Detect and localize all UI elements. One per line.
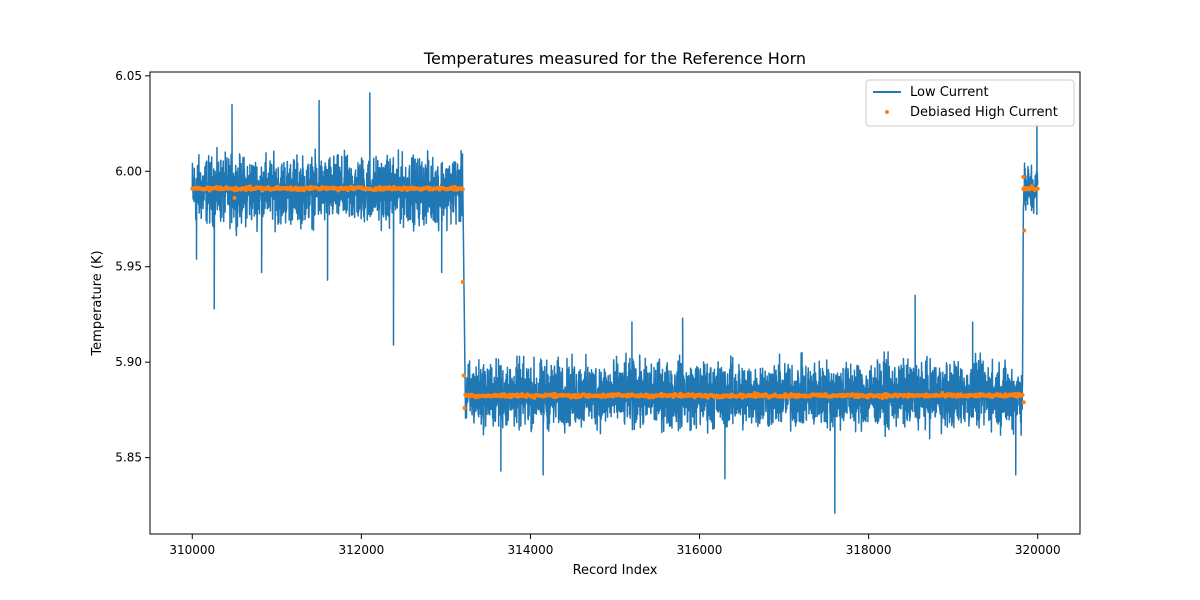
series-line-low-current — [191, 92, 1039, 514]
plot-area — [190, 92, 1040, 514]
scatter-point — [460, 187, 465, 192]
x-tick-label: 310000 — [169, 543, 215, 557]
scatter-point — [1021, 400, 1026, 405]
scatter-point — [232, 196, 237, 200]
legend-swatch-debiased-high-current — [885, 110, 889, 114]
legend-label-debiased-high-current: Debiased High Current — [910, 105, 1058, 120]
x-tick-label: 312000 — [338, 543, 384, 557]
x-tick-label: 320000 — [1015, 543, 1061, 557]
scatter-point — [1035, 186, 1040, 191]
scatter-point — [1021, 175, 1026, 179]
legend-label-low-current: Low Current — [910, 85, 989, 100]
x-tick-label: 316000 — [677, 543, 723, 557]
scatter-point — [462, 406, 467, 410]
x-tick-label: 318000 — [846, 543, 892, 557]
series-scatter-debiased-high-current — [190, 175, 1040, 410]
legend-frame — [865, 79, 1075, 127]
y-tick-label: 6.05 — [115, 69, 142, 83]
y-axis-label: Temperature (K) — [90, 250, 105, 356]
scatter-point — [752, 391, 757, 396]
scatter-point — [1022, 228, 1027, 233]
y-tick-label: 5.95 — [115, 260, 142, 274]
x-tick-label: 314000 — [508, 543, 554, 557]
y-tick-label: 6.00 — [115, 164, 142, 178]
y-tick-label: 5.85 — [115, 451, 142, 465]
legend: Low Current Debiased High Current — [865, 79, 1075, 127]
x-axis-label: Record Index — [573, 563, 658, 578]
scatter-point — [460, 280, 465, 284]
scatter-point — [1020, 392, 1025, 397]
chart-title: Temperatures measured for the Reference … — [423, 49, 806, 68]
scatter-point — [461, 373, 466, 378]
y-tick-label: 5.90 — [115, 355, 142, 369]
axes-frame — [149, 71, 1081, 535]
y-axis: 5.85 5.90 5.95 6.00 6.05 — [115, 69, 150, 465]
x-axis: 310000 312000 314000 316000 318000 320000 — [169, 534, 1061, 557]
